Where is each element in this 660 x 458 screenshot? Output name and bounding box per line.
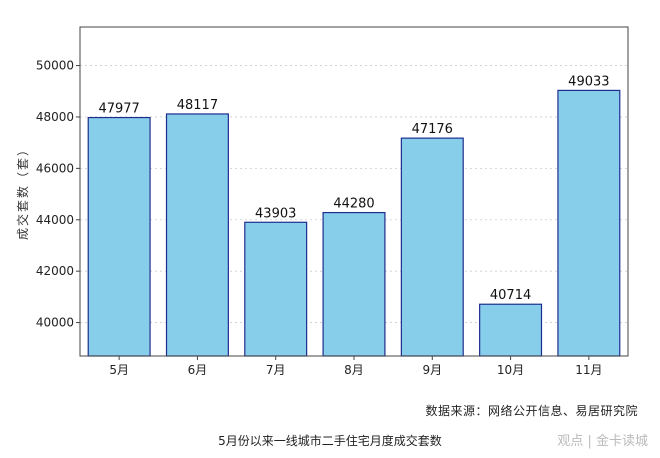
bar	[165, 113, 229, 357]
y-tick-label: 46000	[36, 161, 74, 175]
source-note: 数据来源：网络公开信息、易居研究院	[425, 404, 638, 418]
data-label: 47176	[412, 122, 453, 137]
data-label: 44280	[333, 197, 374, 212]
x-tick-label: 6月	[188, 363, 208, 377]
data-label: 40714	[490, 288, 531, 303]
data-label: 47977	[98, 102, 139, 117]
bar	[244, 221, 308, 357]
bars	[87, 89, 621, 357]
y-tick-label: 44000	[36, 213, 74, 227]
y-axis-label: 成交套数（套）	[15, 142, 30, 240]
x-tick-label: 10月	[497, 363, 524, 377]
data-label: 49033	[568, 74, 609, 89]
x-tick-label: 5月	[109, 363, 129, 377]
x-axis: 5月 6月 7月 8月 9月 10月 11月	[109, 356, 602, 377]
bar	[322, 211, 386, 357]
y-tick-label: 40000	[36, 316, 74, 330]
plot-frame	[79, 26, 629, 357]
bar	[87, 116, 151, 357]
x-tick-label: 7月	[266, 363, 286, 377]
x-tick-label: 8月	[344, 363, 364, 377]
data-label: 43903	[255, 206, 296, 221]
x-tick-label: 11月	[575, 363, 602, 377]
y-tick-label: 48000	[36, 110, 74, 124]
bar	[400, 137, 464, 357]
data-labels: 47977 48117 43903 44280 47176 40714 49033	[98, 74, 609, 303]
bar	[479, 303, 543, 357]
chart-caption: 5月份以来一线城市二手住宅月度成交套数	[218, 434, 442, 448]
watermark: 观点 | 金卡读城	[557, 434, 648, 449]
data-label: 48117	[177, 98, 218, 113]
y-tick-label: 50000	[36, 59, 74, 73]
y-tick-label: 42000	[36, 264, 74, 278]
bar-chart: 47977 48117 43903 44280 47176 40714 49033 4000…	[15, 26, 629, 377]
x-tick-label: 9月	[422, 363, 442, 377]
bar	[557, 89, 621, 357]
y-axis: 40000 42000 44000 46000 48000 50000	[36, 59, 80, 330]
